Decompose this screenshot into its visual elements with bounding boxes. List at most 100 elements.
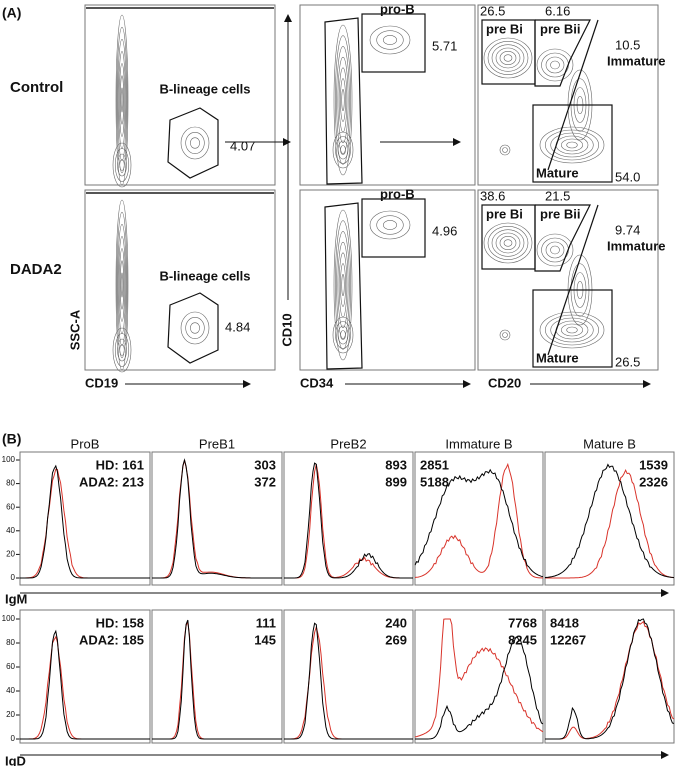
hd-value: 893 [385, 457, 407, 472]
y-tick-label: 20 [6, 550, 15, 559]
contour [336, 46, 350, 154]
column-header: Immature B [445, 436, 512, 451]
label: Mature [536, 165, 579, 180]
contour [550, 317, 594, 343]
contour [341, 273, 345, 297]
contour [116, 211, 128, 359]
label: CD10 [279, 313, 294, 346]
column-header: Mature B [583, 436, 636, 451]
contour [491, 229, 525, 257]
contour [561, 138, 583, 152]
histogram-curve [284, 622, 413, 740]
label: 9.74 [615, 222, 640, 237]
gate [547, 19, 599, 171]
contour [112, 142, 132, 188]
contour [341, 88, 345, 112]
contour [536, 233, 574, 267]
contour [116, 26, 128, 174]
gate [532, 289, 613, 368]
ada2-value: 372 [254, 474, 276, 489]
y-tick-label: 20 [6, 710, 15, 719]
y-tick-label: 100 [2, 455, 16, 464]
gate [547, 204, 599, 356]
contour [376, 215, 404, 235]
hd-value: 1539 [639, 457, 668, 472]
label: 21.5 [545, 188, 570, 203]
hist-frame [151, 609, 283, 744]
label: Mature [536, 350, 579, 365]
contour [566, 326, 578, 334]
contour [333, 209, 353, 361]
plot-frame [299, 189, 476, 371]
plot-frame [477, 4, 659, 186]
contour [337, 56, 349, 144]
contour [119, 63, 125, 137]
label: 10.5 [615, 37, 640, 52]
contour [117, 223, 127, 347]
axis-label: IgD [5, 753, 26, 766]
contour [180, 126, 210, 160]
hist-frame [414, 451, 544, 586]
panel-label: (B) [2, 431, 21, 447]
hd-value: 303 [254, 457, 276, 472]
y-tick-label: 40 [6, 686, 15, 695]
label: B-lineage cells [159, 81, 250, 96]
ada2-value: 899 [385, 474, 407, 489]
histogram-curve [152, 619, 282, 740]
label: 26.5 [480, 3, 505, 18]
plot-frame [477, 189, 659, 371]
gate [534, 19, 591, 87]
contour [337, 241, 349, 329]
ada2-value: ADA2: 213 [79, 474, 144, 489]
gate [361, 13, 426, 73]
contour [503, 239, 513, 247]
contour [336, 231, 350, 339]
contour [539, 311, 605, 349]
histogram-curve [20, 635, 150, 740]
contour [369, 210, 411, 240]
contour [545, 56, 565, 74]
histogram-curve [415, 636, 544, 740]
contour [550, 60, 560, 70]
axis-label: IgM [5, 591, 27, 606]
hd-value: HD: 161 [96, 457, 144, 472]
contour [335, 136, 351, 164]
contour [550, 245, 560, 255]
y-tick-label: 100 [2, 614, 16, 623]
contour [383, 220, 397, 230]
label: Immature [607, 238, 666, 253]
hd-value: 8418 [550, 615, 579, 630]
hd-value: 240 [385, 615, 407, 630]
label: 6.16 [545, 3, 570, 18]
contour [383, 35, 397, 45]
contour [334, 35, 352, 165]
contour [545, 129, 599, 161]
hd-value: HD: 158 [96, 615, 144, 630]
contour [539, 126, 605, 164]
histogram-curve [545, 468, 675, 579]
contour [117, 153, 127, 177]
row-label: Control [10, 79, 63, 96]
gate [324, 202, 363, 370]
label: B-lineage cells [159, 268, 250, 283]
label: pre Bii [540, 21, 580, 36]
label: 26.5 [615, 354, 640, 369]
histogram-curve [414, 462, 544, 579]
histogram-curve [152, 458, 282, 579]
contour [487, 226, 529, 260]
contour [536, 48, 574, 82]
gate [167, 292, 219, 364]
panel-label: (A) [2, 5, 21, 21]
contour [333, 24, 353, 176]
y-tick-label: 80 [6, 479, 15, 488]
row-label: DADA2 [10, 261, 62, 278]
contour [483, 37, 533, 79]
label: CD20 [488, 375, 521, 390]
contour [190, 137, 200, 149]
contours [86, 7, 605, 188]
contour [332, 316, 354, 354]
contour [561, 323, 583, 337]
label: 54.0 [615, 169, 640, 184]
contour [545, 314, 599, 346]
label: 38.6 [480, 188, 505, 203]
